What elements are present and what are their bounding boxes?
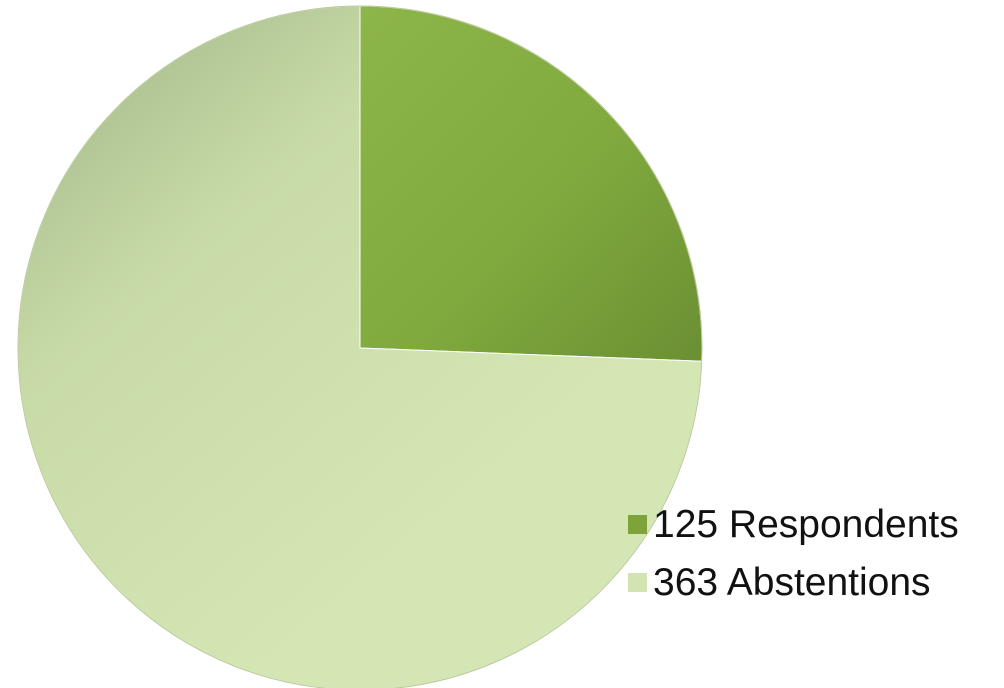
pie-slice-respondents (359, 5, 703, 362)
legend-swatch-respondents (628, 514, 647, 534)
legend-item-abstentions: 363 Abstentions (628, 553, 998, 611)
legend-label-respondents: 125 Respondents (653, 502, 959, 546)
legend-swatch-abstentions (628, 572, 647, 592)
legend-label-abstentions: 363 Abstentions (653, 560, 931, 604)
pie-outline (17, 5, 703, 688)
legend-item-respondents: 125 Respondents (628, 495, 998, 553)
legend: 125 Respondents 363 Abstentions (628, 495, 998, 611)
pie-slices (17, 5, 703, 688)
